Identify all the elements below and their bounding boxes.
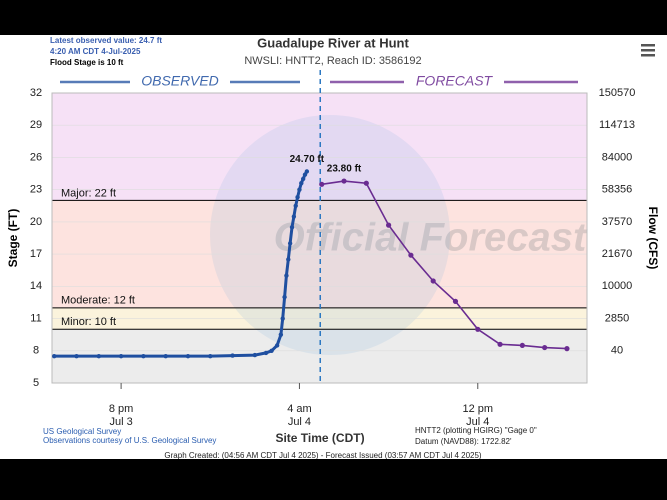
data-point — [564, 346, 570, 352]
latest-value: Latest observed value: 24.7 ft — [50, 36, 162, 45]
menu-bar — [641, 49, 655, 52]
y-axis-label: Stage (FT) — [6, 209, 20, 268]
data-point — [118, 353, 124, 359]
x-tick-label: 8 pm — [109, 403, 133, 415]
data-point — [284, 273, 289, 278]
plot-area: Official Forecast Minor: 10 ft Moderate: 1… — [51, 70, 588, 389]
y2-tick-label: 40 — [611, 345, 623, 357]
data-point — [295, 194, 300, 200]
data-point — [269, 348, 274, 353]
flood-stage: Flood Stage is 10 ft — [50, 58, 124, 67]
chart-subtitle: NWSLI: HNTT2, Reach ID: 3586192 — [244, 55, 421, 67]
data-point — [300, 176, 306, 182]
bottom-bar — [0, 459, 667, 500]
data-point — [286, 257, 291, 262]
data-point — [52, 353, 57, 359]
y-tick-label: 5 — [33, 377, 39, 389]
x-tick-label: 12 pm — [462, 403, 493, 415]
data-point — [408, 252, 414, 258]
menu-icon[interactable] — [641, 44, 655, 57]
y-tick-label: 23 — [30, 184, 42, 196]
x-tick-date: Jul 4 — [466, 416, 489, 428]
footer-source: US Geological Survey — [43, 427, 121, 436]
data-point — [96, 353, 102, 359]
data-point — [430, 278, 436, 284]
y2-tick-label: 150570 — [599, 87, 636, 99]
data-point — [263, 350, 269, 356]
data-point — [363, 180, 369, 186]
x-axis-label: Site Time (CDT) — [275, 431, 364, 445]
data-point — [287, 241, 293, 246]
footer-courtesy: Observations courtesy of U.S. Geological… — [43, 436, 216, 445]
data-point — [289, 225, 295, 230]
data-point — [278, 332, 284, 337]
data-point — [386, 222, 392, 228]
legend-label: OBSERVED — [141, 73, 219, 89]
y-tick-label: 26 — [30, 151, 42, 163]
y2-tick-label: 114713 — [599, 119, 635, 131]
watermark: Official Forecast — [274, 216, 588, 260]
series-line — [321, 180, 567, 350]
data-point — [74, 353, 79, 359]
legend-label: FORECAST — [416, 73, 494, 89]
y2-tick-label: 21670 — [602, 248, 633, 260]
footer-datum: Datum (NAVD88): 1722.82' — [415, 437, 512, 446]
data-point — [341, 178, 347, 184]
peak-label: 24.70 ft — [290, 154, 325, 165]
data-point — [452, 298, 459, 304]
data-point — [291, 214, 297, 219]
y-tick-label: 17 — [30, 248, 42, 260]
data-point — [475, 326, 481, 332]
menu-bar — [641, 44, 655, 47]
data-point — [208, 353, 213, 359]
y-tick-label: 8 — [33, 345, 39, 357]
footer-created: Graph Created: (04:56 AM CDT Jul 4 2025)… — [164, 451, 482, 460]
y2-tick-label: 10000 — [602, 280, 633, 292]
data-point — [141, 353, 146, 359]
data-point — [252, 352, 258, 358]
y-tick-label: 32 — [30, 87, 42, 99]
series-line — [54, 170, 309, 358]
data-point — [302, 172, 308, 177]
flood-label: Major: 22 ft — [61, 187, 116, 199]
flood-label: Moderate: 12 ft — [61, 295, 135, 307]
y2-axis-label: Flow (CFS) — [646, 207, 660, 270]
data-point — [230, 353, 235, 358]
data-point — [319, 181, 325, 187]
data-point — [280, 316, 285, 321]
y-tick-label: 14 — [30, 280, 42, 292]
y2-tick-label: 58356 — [602, 184, 633, 196]
data-point — [185, 353, 191, 359]
y-tick-label: 11 — [30, 312, 41, 324]
chart-title: Guadalupe River at Hunt — [257, 35, 409, 50]
data-point — [274, 343, 280, 348]
y-tick-label: 20 — [30, 216, 42, 228]
menu-bar — [641, 54, 655, 57]
data-point — [293, 203, 298, 208]
footer-gage: HNTT2 (plotting HGIRG) "Gage 0" — [415, 426, 537, 435]
x-tick-label: 4 am — [287, 403, 311, 415]
data-point — [519, 342, 525, 349]
data-point — [497, 341, 503, 347]
y-tick-label: 29 — [30, 119, 42, 131]
x-tick-date: Jul 4 — [288, 416, 311, 428]
data-point — [282, 294, 287, 300]
data-point — [163, 353, 168, 359]
y2-tick-label: 2850 — [605, 312, 629, 324]
data-point — [304, 169, 310, 174]
y2-tick-label: 37570 — [602, 216, 633, 228]
latest-time: 4:20 AM CDT 4-Jul-2025 — [50, 47, 141, 56]
data-point — [542, 344, 548, 351]
flood-label: Minor: 10 ft — [61, 316, 116, 328]
x-tick-date: Jul 3 — [109, 416, 132, 428]
watermark-logo — [210, 115, 450, 355]
y2-tick-label: 84000 — [602, 151, 633, 163]
data-point — [297, 187, 302, 192]
data-point — [299, 181, 304, 186]
peak-label: 23.80 ft — [327, 164, 362, 175]
